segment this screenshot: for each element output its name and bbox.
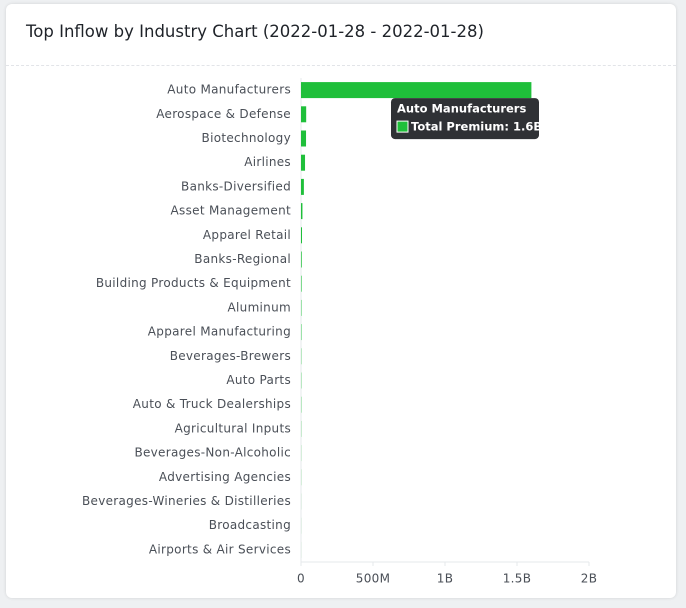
- bar: [301, 227, 303, 244]
- y-tick-label: Agricultural Inputs: [175, 421, 291, 435]
- x-tick-label: 2B: [581, 572, 597, 586]
- y-tick-label: Auto Parts: [226, 373, 291, 387]
- bar: [301, 130, 307, 147]
- y-tick-label: Beverages-Wineries & Distilleries: [82, 494, 291, 508]
- x-tick-label: 500M: [356, 572, 390, 586]
- tooltip-swatch: [396, 120, 409, 133]
- y-tick-label: Auto Manufacturers: [167, 83, 291, 97]
- bar: [301, 178, 304, 195]
- y-tick-label: Building Products & Equipment: [96, 276, 291, 290]
- y-tick-label: Airlines: [244, 155, 291, 169]
- y-tick-label: Advertising Agencies: [159, 470, 291, 484]
- separator: [6, 65, 676, 66]
- y-tick-label: Beverages-Brewers: [170, 349, 291, 363]
- bar: [301, 154, 306, 171]
- bar: [301, 106, 307, 123]
- bar: [301, 275, 302, 292]
- chart-title: Top Inflow by Industry Chart (2022-01-28…: [26, 22, 484, 41]
- y-tick-label: Airports & Air Services: [149, 542, 291, 556]
- y-tick-label: Apparel Manufacturing: [148, 325, 291, 339]
- y-tick-label: Beverages-Non-Alcoholic: [134, 446, 291, 460]
- bar: [301, 82, 532, 99]
- card: Top Inflow by Industry Chart (2022-01-28…: [6, 4, 676, 598]
- x-tick-label: 0: [297, 572, 305, 586]
- bar: [301, 251, 302, 268]
- y-tick-label: Broadcasting: [209, 518, 291, 532]
- x-tick-label: 1.5B: [503, 572, 532, 586]
- x-tick-label: 1B: [437, 572, 453, 586]
- y-tick-label: Banks-Diversified: [181, 179, 291, 193]
- y-tick-label: Auto & Truck Dealerships: [133, 397, 291, 411]
- y-tick-label: Biotechnology: [202, 131, 291, 145]
- y-tick-label: Aluminum: [228, 300, 291, 314]
- tooltip-title: Auto Manufacturers: [397, 102, 526, 116]
- y-tick-label: Aerospace & Defense: [156, 107, 291, 121]
- tooltip: Auto Manufacturers Total Premium: 1.6B: [391, 98, 542, 140]
- y-tick-label: Banks-Regional: [194, 252, 291, 266]
- tooltip-label: Total Premium: 1.6B: [411, 120, 542, 134]
- y-tick-label: Asset Management: [171, 204, 291, 218]
- bar: [301, 203, 303, 220]
- tooltip-box: [391, 98, 539, 140]
- y-tick-label: Apparel Retail: [203, 228, 291, 242]
